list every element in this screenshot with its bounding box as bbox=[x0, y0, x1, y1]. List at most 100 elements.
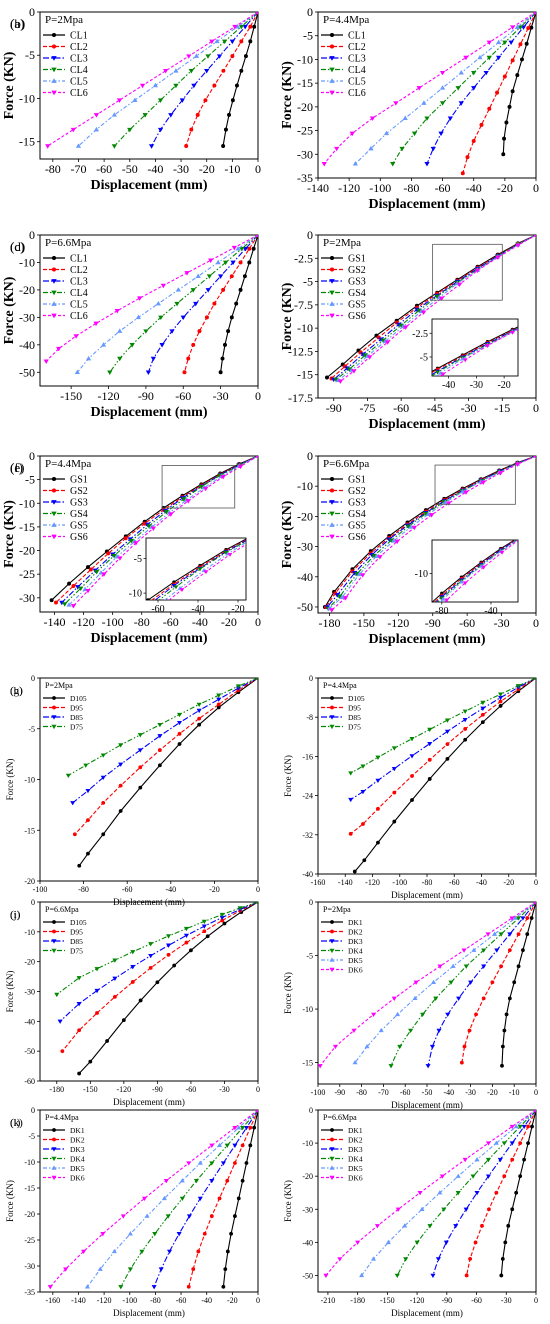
data-point-dk6 bbox=[63, 1267, 69, 1272]
plot-area bbox=[325, 235, 536, 384]
data-point-dk2 bbox=[494, 1190, 499, 1195]
data-point-d95 bbox=[130, 980, 135, 984]
data-point-dk2 bbox=[510, 1157, 515, 1162]
x-tick-label: -60 bbox=[471, 1296, 482, 1305]
legend-label-dk6: DK6 bbox=[348, 966, 363, 975]
data-point-dk1 bbox=[514, 1190, 519, 1195]
inset-data-point-gs3 bbox=[28, 714, 32, 717]
data-point-d85 bbox=[118, 762, 124, 767]
plot-frame bbox=[39, 455, 259, 613]
inset-data-point-gs2 bbox=[411, 382, 414, 385]
data-point-dk4 bbox=[414, 1240, 420, 1245]
inset-data-point-gs5 bbox=[538, 524, 542, 527]
legend-marker-cl4 bbox=[51, 290, 57, 296]
zoom-region-box bbox=[434, 464, 516, 505]
data-point-cl1 bbox=[524, 41, 529, 46]
data-point-gs6 bbox=[85, 588, 91, 594]
legend-marker-cl2 bbox=[51, 267, 57, 272]
pressure-annotation: P=4.4Mpa bbox=[323, 14, 369, 26]
y-tick-label: -20 bbox=[24, 877, 35, 886]
data-point-d75 bbox=[360, 764, 366, 769]
legend-marker-gs3 bbox=[329, 500, 335, 505]
data-point-d75 bbox=[176, 712, 183, 718]
legend-marker-gs4 bbox=[329, 511, 335, 517]
data-point-dk4 bbox=[455, 1191, 461, 1196]
data-point-dk4 bbox=[463, 964, 469, 969]
data-point-d85 bbox=[360, 789, 366, 795]
plot-area bbox=[322, 456, 536, 613]
y-tick-label: -17.5 bbox=[288, 391, 313, 405]
legend-marker-cl4 bbox=[329, 67, 335, 73]
x-tick-label: -15 bbox=[494, 401, 510, 415]
chart-panel-c: -150 -120 -90 -60 -30 0 -50 -40 -30 -20 -10 0 Displa… bbox=[2, 228, 261, 420]
data-point-cl1 bbox=[520, 57, 524, 62]
data-point-gs2 bbox=[106, 551, 111, 556]
data-point-d75 bbox=[100, 753, 106, 758]
data-point-dk3 bbox=[507, 932, 513, 937]
data-point-dk3 bbox=[481, 964, 487, 969]
data-point-cl2 bbox=[510, 58, 515, 63]
x-tick-label: 0 bbox=[534, 1296, 538, 1305]
inset-data-point-gs4 bbox=[32, 716, 36, 719]
data-point-cl5 bbox=[111, 112, 118, 117]
data-point-dk3 bbox=[443, 1240, 449, 1245]
data-point-d85 bbox=[157, 734, 163, 739]
y-tick-label: -10 bbox=[302, 1005, 313, 1014]
y-tick-label: -40 bbox=[302, 1238, 313, 1247]
data-point-dk6 bbox=[323, 1273, 329, 1279]
data-point-d75 bbox=[427, 727, 433, 733]
inset-data-point-gs4 bbox=[414, 385, 418, 388]
data-point-dk2 bbox=[196, 1249, 201, 1254]
data-point-d105 bbox=[189, 948, 193, 953]
inset-data-point-gs1 bbox=[277, 523, 280, 526]
legend-marker-cl6 bbox=[51, 90, 57, 96]
series-line-cl1 bbox=[502, 12, 536, 155]
y-tick-label: -15 bbox=[19, 135, 35, 149]
data-point-cl3 bbox=[424, 162, 430, 167]
data-point-cl6 bbox=[93, 113, 100, 118]
x-tick-label: -50 bbox=[422, 1088, 433, 1097]
data-point-cl2 bbox=[502, 74, 507, 79]
legend-marker-dk6 bbox=[329, 1175, 335, 1181]
x-tick-label: -20 bbox=[199, 162, 215, 176]
data-point-cl6 bbox=[160, 283, 166, 289]
data-point-dk6 bbox=[371, 1012, 377, 1018]
data-point-cl5 bbox=[93, 126, 100, 132]
data-point-dk2 bbox=[481, 996, 486, 1001]
data-point-cl2 bbox=[479, 122, 484, 127]
x-tick-label: -80 bbox=[150, 1296, 161, 1305]
inset-data-point-gs1 bbox=[146, 598, 150, 600]
data-point-gs6 bbox=[337, 379, 344, 384]
y-tick-label: -5 bbox=[303, 275, 313, 289]
data-point-d105 bbox=[480, 720, 485, 725]
data-point-dk4 bbox=[448, 980, 454, 985]
data-point-cl3 bbox=[179, 98, 185, 103]
data-point-dk6 bbox=[534, 1110, 536, 1113]
legend-marker-gs1 bbox=[329, 255, 335, 261]
data-point-gs5 bbox=[356, 571, 362, 577]
inset-plot: -60 -40 -20 -10 -5 bbox=[28, 523, 280, 719]
data-point-dk5 bbox=[385, 1239, 391, 1245]
inset-data-point-gs3 bbox=[326, 744, 330, 747]
inset-data-point-gs4 bbox=[250, 537, 254, 540]
x-tick-label: -70 bbox=[70, 162, 86, 176]
data-point-dk1 bbox=[522, 1157, 527, 1162]
legend-label-cl6: CL6 bbox=[70, 311, 88, 322]
inset-data-point-gs2 bbox=[381, 653, 384, 656]
legend-label-gs5: GS5 bbox=[348, 521, 366, 532]
data-point-dk2 bbox=[233, 1161, 237, 1165]
data-point-d95 bbox=[202, 929, 207, 934]
legend-label-gs3: GS3 bbox=[348, 498, 366, 509]
inset-data-point-gs3 bbox=[411, 384, 415, 387]
data-point-cl1 bbox=[501, 152, 506, 157]
data-point-d95 bbox=[410, 774, 414, 778]
x-axis-title: Displacement (mm) bbox=[391, 1100, 463, 1110]
data-point-d105 bbox=[216, 705, 221, 710]
inset-data-point-gs5 bbox=[250, 537, 254, 540]
inset-data-point-gs4 bbox=[519, 536, 523, 539]
data-point-cl4 bbox=[471, 70, 477, 76]
series-line-gs1 bbox=[326, 235, 536, 378]
